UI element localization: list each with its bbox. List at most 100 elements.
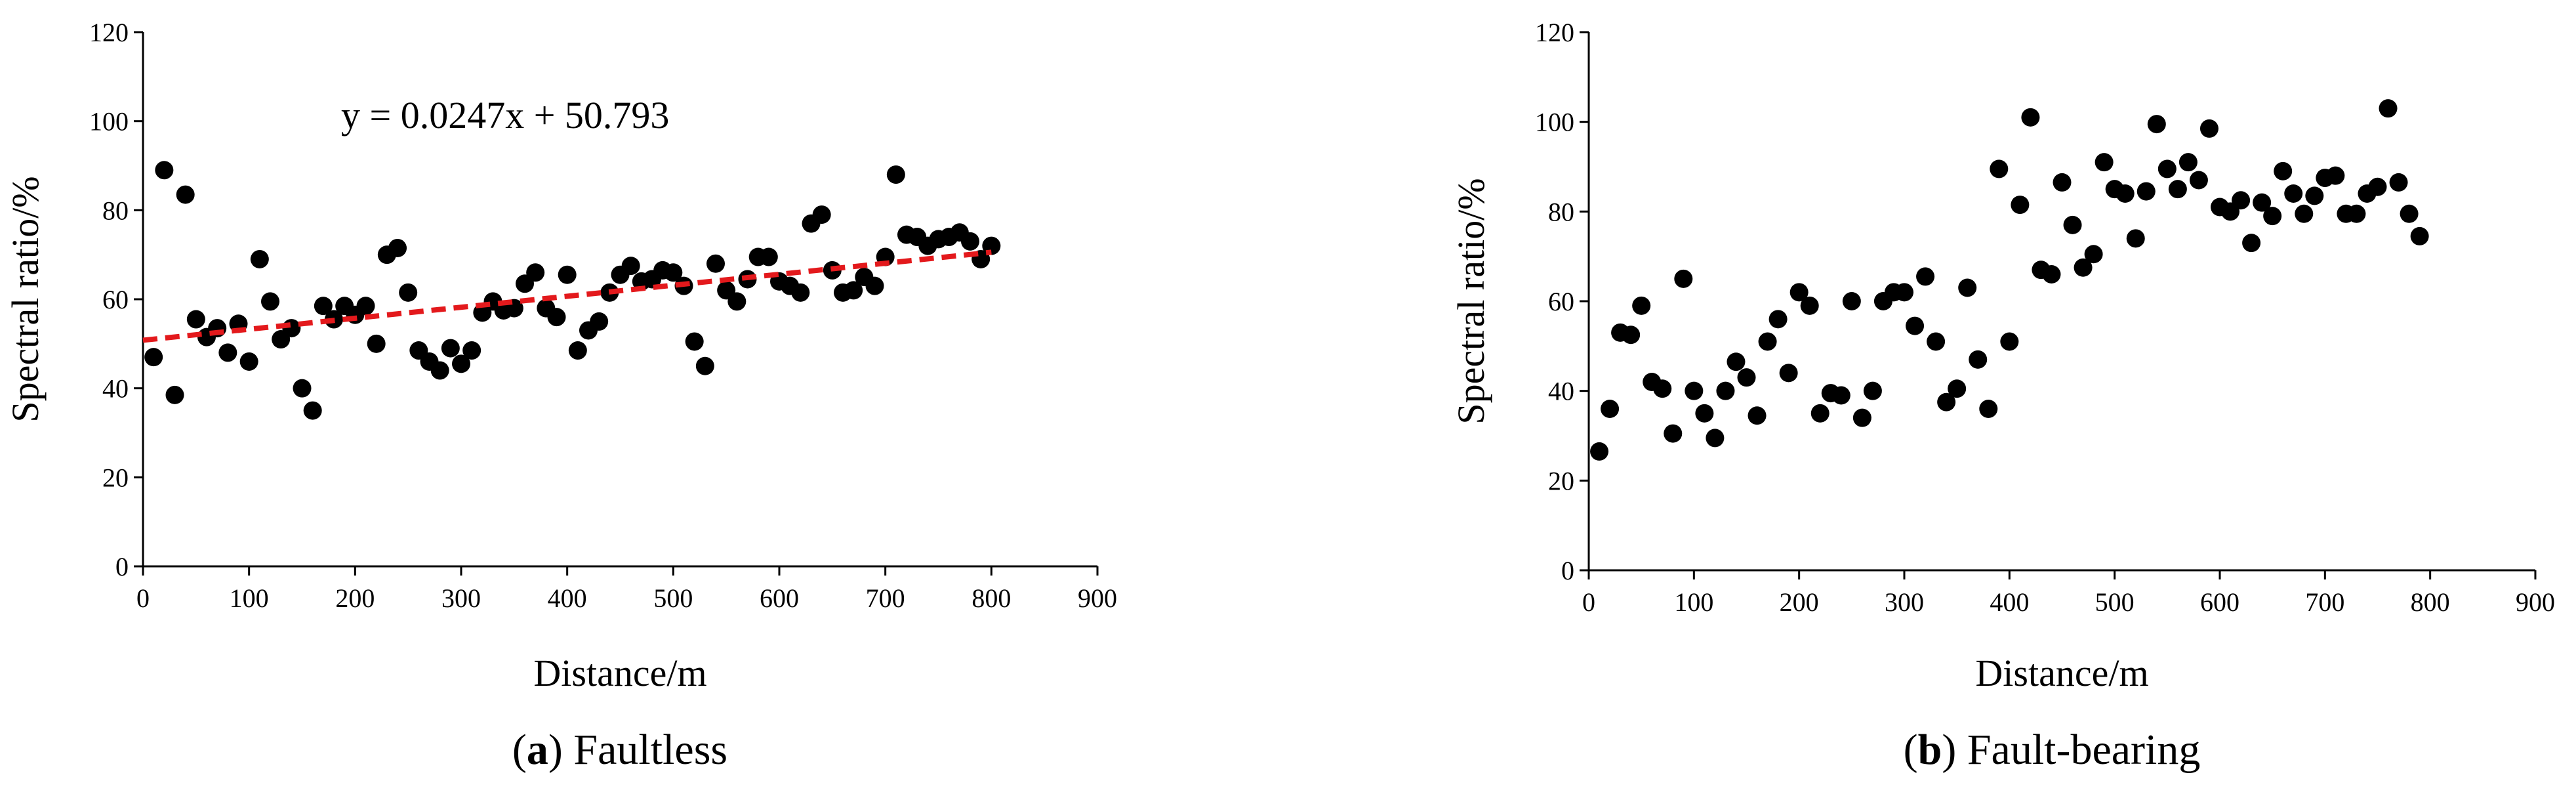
y-tick-label: 100 [89, 107, 129, 136]
y-tick-label: 120 [89, 18, 129, 47]
data-point [165, 385, 184, 404]
x-tick-label: 600 [2200, 587, 2239, 617]
data-point [2199, 119, 2218, 138]
x-tick-label: 500 [653, 583, 693, 613]
x-tick-label: 900 [1078, 583, 1117, 613]
data-point [1590, 442, 1609, 461]
trendline-equation: y = 0.0247x + 50.793 [341, 94, 669, 136]
y-tick-label: 100 [1535, 108, 1574, 137]
data-point [1601, 400, 1620, 418]
y-tick-label: 0 [1561, 556, 1574, 585]
data-point [2189, 171, 2208, 190]
data-point [2021, 108, 2040, 127]
y-axis-label: Spectral ratio/% [4, 176, 47, 422]
data-point [1863, 381, 1882, 400]
data-point [1927, 332, 1946, 351]
x-tick-label: 100 [1674, 587, 1713, 617]
caption-a: (a) Faultless [512, 726, 728, 774]
data-point [2095, 153, 2114, 172]
x-tick-label: 400 [1990, 587, 2029, 617]
data-point [155, 161, 174, 180]
x-tick-label: 800 [971, 583, 1011, 613]
caption-b-text: Fault-bearing [1956, 726, 2201, 774]
data-point [791, 283, 810, 302]
x-tick-label: 500 [2095, 587, 2135, 617]
data-point [1706, 429, 1725, 448]
data-point [2400, 204, 2419, 223]
x-tick-label: 200 [335, 583, 375, 613]
data-point [441, 339, 460, 358]
y-tick-label: 120 [1535, 18, 1574, 47]
x-tick-label: 800 [2411, 587, 2450, 617]
x-tick-label: 0 [136, 583, 150, 613]
data-point [1695, 404, 1714, 423]
x-tick-label: 700 [866, 583, 905, 613]
data-point [2305, 186, 2324, 205]
data-point [176, 185, 195, 204]
x-axis-label: Distance/m [1975, 652, 2148, 694]
data-point [621, 257, 640, 276]
x-tick-label: 900 [2516, 587, 2555, 617]
data-point [1937, 392, 1956, 411]
data-point [2263, 207, 2282, 226]
x-tick-label: 400 [548, 583, 587, 613]
y-tick-label: 40 [102, 374, 129, 404]
data-point [2116, 184, 2135, 203]
y-tick-label: 20 [1548, 466, 1574, 495]
data-point [706, 254, 725, 273]
data-point [1969, 350, 1988, 369]
data-point [2074, 258, 2093, 277]
x-tick-label: 100 [230, 583, 269, 613]
data-point [2000, 332, 2019, 351]
data-point [1716, 381, 1735, 400]
data-point [1916, 267, 1935, 286]
data-point [812, 205, 831, 224]
x-tick-label: 700 [2305, 587, 2344, 617]
data-point [1622, 326, 1641, 345]
data-point [1758, 332, 1777, 351]
data-point [2126, 229, 2145, 248]
y-tick-label: 0 [115, 552, 129, 581]
data-point [2011, 196, 2030, 215]
data-point [282, 319, 301, 338]
data-point [1748, 406, 1767, 425]
data-point [1685, 381, 1704, 400]
chart-faultless: 0 100 200 300 400 500 600 700 800 900 0 20 40 60 80 100… [4, 18, 1117, 694]
y-tick-label: 20 [102, 463, 129, 492]
data-point [1852, 408, 1871, 427]
data-point [452, 354, 470, 373]
data-point [685, 332, 704, 351]
data-point [2253, 193, 2272, 212]
data-point [144, 348, 163, 367]
data-point [2274, 161, 2293, 180]
data-point [865, 276, 884, 295]
data-point [462, 341, 481, 360]
y-tick-label: 80 [1548, 197, 1574, 226]
caption-b-letter: b [1917, 726, 1942, 774]
data-point [2232, 191, 2251, 210]
data-point [2368, 177, 2387, 196]
x-tick-label: 300 [441, 583, 481, 613]
data-point [430, 361, 449, 380]
data-point [2053, 173, 2072, 192]
data-point [2389, 173, 2408, 192]
data-point [2379, 99, 2398, 118]
data-point [590, 312, 609, 331]
x-tick-label: 200 [1780, 587, 1819, 617]
data-point [1727, 352, 1746, 371]
data-point [2347, 204, 2366, 223]
data-point [388, 238, 407, 257]
data-point [2042, 265, 2061, 284]
data-point [1664, 424, 1683, 443]
data-point [1779, 364, 1798, 383]
y-tick-label: 60 [102, 285, 129, 314]
data-point [1948, 379, 1967, 398]
data-point [239, 352, 258, 371]
data-point [1737, 368, 1756, 387]
caption-b: (b) Fault-bearing [1903, 726, 2201, 774]
x-tick-label: 300 [1885, 587, 1924, 617]
data-point [695, 356, 714, 375]
y-tick-label: 40 [1548, 377, 1574, 406]
caption-a-text: Faultless [562, 726, 728, 774]
